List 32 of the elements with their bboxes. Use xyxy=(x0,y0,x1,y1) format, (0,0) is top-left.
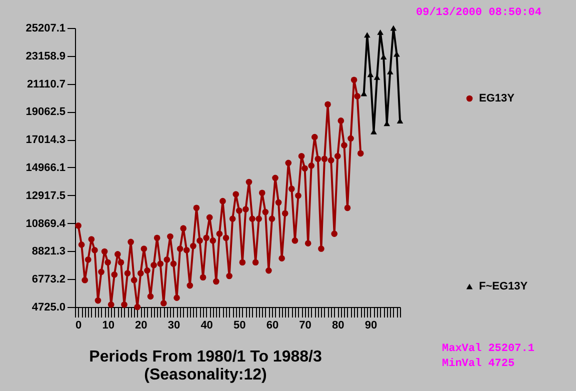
x-axis-title: Periods From 1980/1 To 1988/3 (Seasonality:12) xyxy=(89,348,322,384)
y-tick-label: 17014.3 xyxy=(26,134,66,146)
y-tick-label: 10869.4 xyxy=(26,218,66,230)
x-tick-label: 20 xyxy=(135,320,148,332)
text: MinVal 4725 xyxy=(442,358,515,370)
point xyxy=(380,54,387,60)
x-tick-label: 70 xyxy=(299,320,312,332)
y-tick-label: 4725.0 xyxy=(32,302,66,314)
y-tick-label: 19062.5 xyxy=(26,106,66,118)
x-tick-label: 30 xyxy=(168,320,180,332)
x-tick-label: 0 xyxy=(76,320,82,332)
y-tick-label: 8821.3 xyxy=(32,246,66,258)
point xyxy=(390,25,397,31)
x-tick-label: 50 xyxy=(234,320,246,332)
y-tick-label: 25207.1 xyxy=(26,22,66,34)
text: 09/13/2000 08:50:04 xyxy=(416,7,542,19)
x-tick-label: 80 xyxy=(332,320,344,332)
text: MaxVal 25207.1 xyxy=(442,343,534,355)
point xyxy=(364,32,370,38)
point xyxy=(367,72,374,78)
y-tick-label: 12917.5 xyxy=(26,190,66,202)
legend-label: EG13Y xyxy=(479,92,516,104)
y-tick-label: 14966.1 xyxy=(26,162,66,174)
x-tick-label: 40 xyxy=(200,320,213,332)
legend-label: F~EG13Y xyxy=(479,280,528,292)
y-tick-label: 6773.2 xyxy=(32,274,66,286)
point xyxy=(377,29,384,35)
x-tick-label: 10 xyxy=(102,320,114,332)
y-tick-label: 21110.7 xyxy=(26,78,66,90)
y-tick-label: 23158.9 xyxy=(26,50,66,62)
x-tick-label: 90 xyxy=(364,320,378,332)
x-tick-label: 60 xyxy=(266,320,279,332)
